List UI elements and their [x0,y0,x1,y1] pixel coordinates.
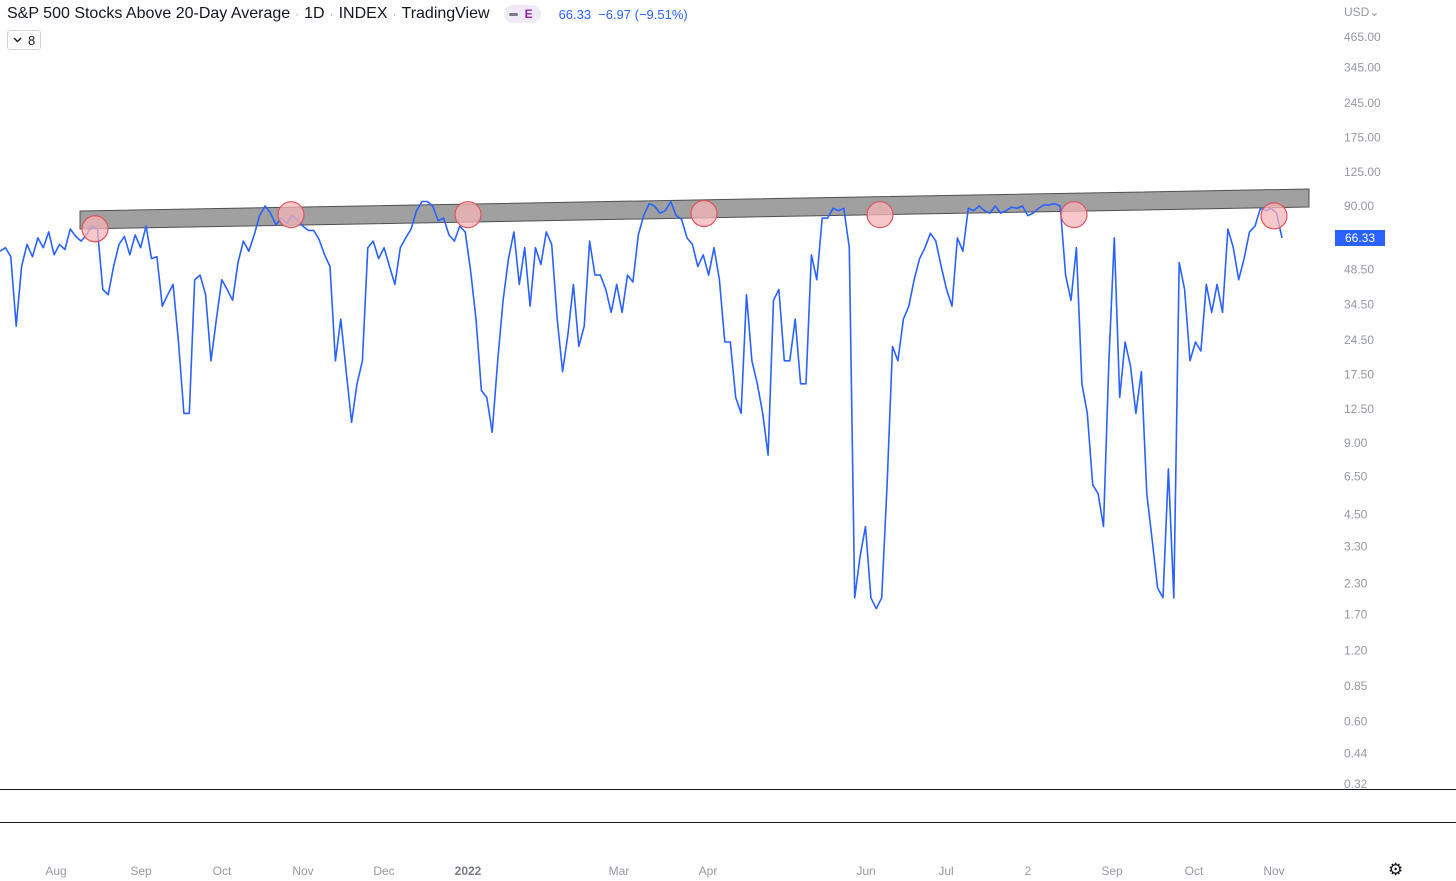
x-tick-label: 2022 [455,864,482,878]
currency-label: USD [1344,5,1370,19]
y-tick-label: 34.50 [1344,298,1374,312]
x-tick-label: Jun [856,864,875,878]
last-value: 66.33 [558,6,592,22]
x-tick-label: Jul [938,864,953,878]
x-tick-label: Sep [1101,864,1123,878]
y-tick-label: 125.00 [1344,165,1381,179]
source-label: TradingView [401,5,490,22]
touch-marker [866,201,894,229]
touch-marker [81,215,109,243]
y-tick-label: 1.70 [1344,608,1368,622]
y-tick-label: 0.32 [1344,777,1368,791]
y-tick-label: 6.50 [1344,469,1368,483]
y-tick-label: 245.00 [1344,96,1381,110]
price-axis[interactable]: 465.00 345.00 245.00 175.00 125.00 90.00 48.50… [1344,30,1381,791]
x-tick-label: Nov [292,864,313,878]
separator-dot: · [392,7,397,21]
chart-header: S&P 500 Stocks Above 20-Day Average · 1D… [7,5,688,23]
y-tick-label: 24.50 [1344,333,1374,347]
x-tick-label: Aug [45,864,66,878]
events-badge[interactable]: E [503,5,541,23]
y-tick-label: 0.85 [1344,679,1368,693]
chevron-down-icon [13,37,22,43]
y-tick-label: 12.50 [1344,402,1374,416]
price-change: −6.97 (−9.51%) [598,6,688,22]
x-tick-label: Mar [609,864,630,878]
y-tick-label: 465.00 [1344,30,1381,44]
touch-markers [81,199,1288,243]
earnings-badge: E [524,7,533,21]
separator-dot: · [329,7,334,21]
x-tick-label: 2 [1025,864,1032,878]
gear-icon[interactable]: ⚙ [1388,860,1404,879]
y-tick-label: 48.50 [1344,263,1374,277]
last-price-tag: 66.33 [1335,230,1385,246]
y-tick-label: 17.50 [1344,368,1374,382]
series-line [0,200,1283,610]
y-tick-label: 345.00 [1344,61,1381,75]
y-tick-label: 1.20 [1344,643,1368,657]
y-tick-label: 2.30 [1344,576,1368,590]
x-tick-label: Sep [130,864,152,878]
minus-icon [508,12,518,16]
touch-marker [1260,202,1288,230]
exchange-label: INDEX [338,5,388,22]
x-tick-label: Oct [1185,864,1204,878]
y-tick-label: 175.00 [1344,131,1381,145]
x-tick-label: Apr [699,864,718,878]
touch-marker [454,201,482,229]
y-tick-label: 0.60 [1344,715,1368,729]
interval-label[interactable]: 1D [304,5,325,22]
symbol-title[interactable]: S&P 500 Stocks Above 20-Day Average [7,5,291,22]
y-tick-label: 0.44 [1344,747,1368,761]
x-tick-label: Oct [213,864,232,878]
indicators-toggle[interactable]: 8 [7,30,42,50]
currency-selector[interactable]: USD⌄ [1344,5,1379,19]
x-tick-label: Dec [373,864,394,878]
touch-marker [277,201,305,229]
y-tick-label: 90.00 [1344,199,1374,213]
y-tick-label: 4.50 [1344,507,1368,521]
chevron-down-icon: ⌄ [1369,5,1380,19]
time-axis[interactable]: Aug Sep Oct Nov Dec 2022 Mar Apr Jun Jul 2 Sep Oct No… [45,864,1284,878]
y-tick-label: 9.00 [1344,436,1368,450]
touch-marker [690,199,718,228]
separator-dot: · [295,7,300,21]
indicator-count: 8 [28,32,36,48]
y-tick-label: 3.30 [1344,539,1368,553]
x-tick-label: Nov [1263,864,1284,878]
touch-marker [1060,201,1088,229]
